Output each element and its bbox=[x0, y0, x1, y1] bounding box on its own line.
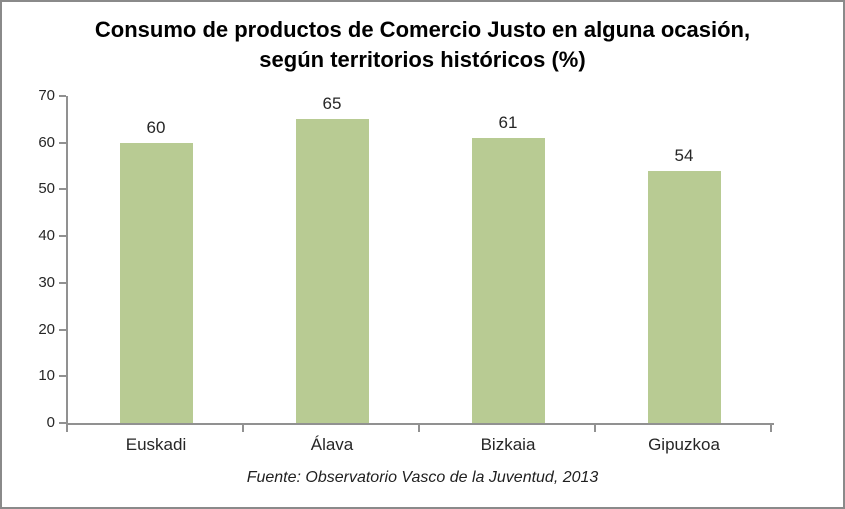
x-axis-category-label: Bizkaia bbox=[480, 435, 536, 454]
y-axis-tick bbox=[59, 235, 66, 238]
bar-álava bbox=[295, 119, 369, 423]
y-axis-tick-label: 40 bbox=[38, 227, 55, 245]
y-axis-tick-label: 0 bbox=[46, 414, 55, 431]
bar-value-label: 54 bbox=[674, 145, 694, 165]
x-axis-tick bbox=[770, 425, 772, 432]
y-axis-tick bbox=[59, 375, 66, 378]
x-axis-line bbox=[66, 423, 774, 425]
x-axis-category-label: Gipuzkoa bbox=[648, 435, 720, 454]
bar-value-label: 61 bbox=[498, 113, 518, 133]
source-caption: Fuente: Observatorio Vasco de la Juventu… bbox=[246, 469, 599, 486]
y-axis-tick bbox=[59, 188, 66, 191]
y-axis-tick bbox=[59, 95, 66, 97]
x-axis-category-label: Euskadi bbox=[125, 435, 187, 454]
y-axis-tick bbox=[59, 141, 66, 144]
chart-title: Consumo de productos de Comercio Justo e… bbox=[94, 17, 751, 72]
x-axis-tick bbox=[418, 425, 420, 432]
y-axis-tick-label: 10 bbox=[38, 367, 55, 385]
plot-area: 0 10 20 30 40 50 60 70 60 Euskadi 65 Álava 61 Bizkaia… bbox=[38, 87, 774, 454]
y-axis-tick bbox=[59, 328, 66, 331]
bar-value-label: 60 bbox=[146, 117, 166, 137]
bar-gipuzkoa bbox=[647, 170, 721, 423]
bar-euskadi bbox=[119, 142, 193, 423]
y-axis-tick-label: 60 bbox=[38, 133, 55, 151]
y-axis-tick bbox=[59, 281, 66, 284]
x-axis-tick bbox=[66, 425, 68, 432]
y-axis-tick-label: 70 bbox=[38, 87, 55, 104]
bar-value-label: 65 bbox=[322, 94, 342, 114]
y-axis-tick-label: 20 bbox=[38, 320, 55, 338]
y-axis-tick bbox=[59, 422, 66, 424]
x-axis-tick bbox=[242, 425, 244, 432]
y-axis-tick-label: 30 bbox=[38, 273, 55, 291]
bar-bizkaia bbox=[471, 138, 545, 423]
x-axis-category-label: Álava bbox=[310, 435, 354, 454]
x-axis-tick bbox=[594, 425, 596, 432]
y-axis-line bbox=[66, 96, 68, 425]
y-axis-tick-label: 50 bbox=[38, 180, 55, 198]
